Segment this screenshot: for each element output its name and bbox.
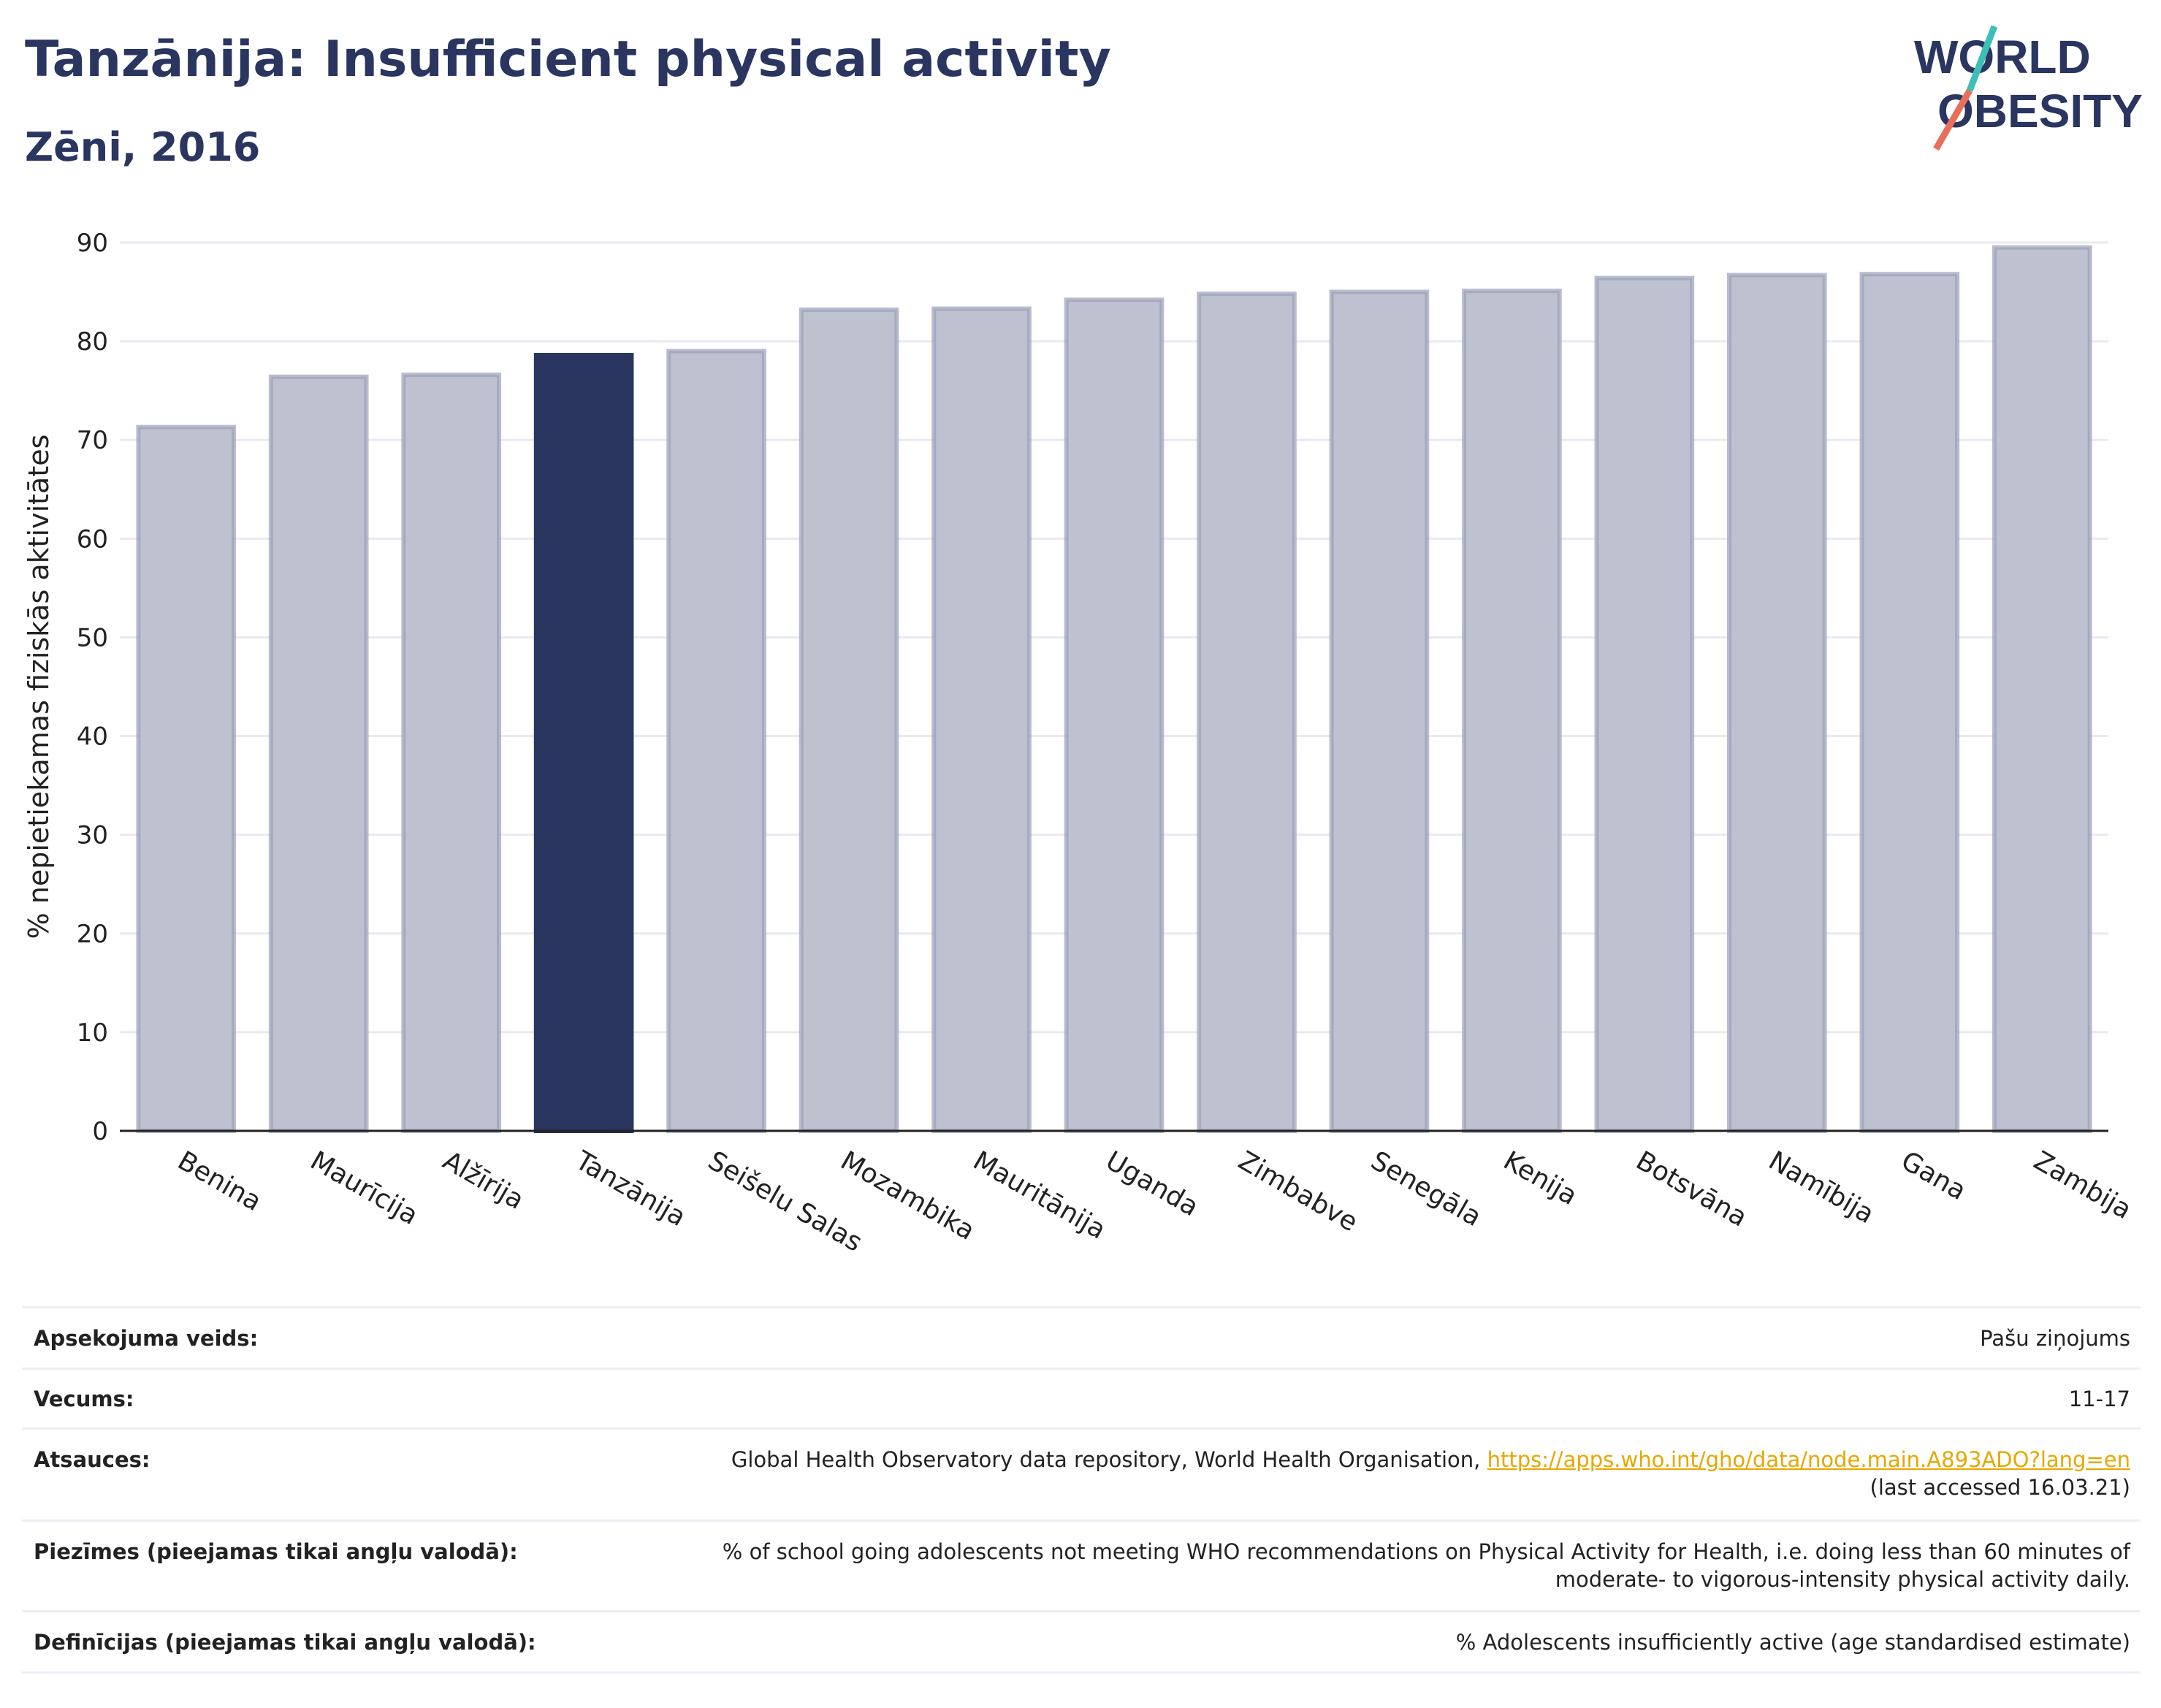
x-tick-label: Kenija [1498, 1145, 1582, 1211]
y-tick-label: 80 [77, 327, 108, 357]
y-tick-label: 20 [77, 920, 108, 949]
bar-Botsvāna [1594, 275, 1695, 1133]
world-obesity-logo: WORLD OBESITY [1914, 25, 2143, 151]
logo-line-1: WORLD [1914, 31, 2091, 83]
x-tick-label: Senegāla [1365, 1145, 1486, 1232]
bar-Senegāla [1329, 289, 1430, 1134]
x-tick-label: Mauritānija [968, 1145, 1110, 1245]
bar-Benina [136, 424, 237, 1133]
references-accessed: (last accessed 16.03.21) [1870, 1475, 2130, 1500]
bar-Namībija [1727, 272, 1827, 1133]
notes-label: Piezīmes (pieejamas tikai angļu valodā): [22, 1520, 633, 1612]
bar-Uganda [1064, 297, 1165, 1133]
bar-Zimbabve [1197, 291, 1297, 1133]
y-tick-label: 0 [92, 1117, 108, 1146]
y-tick-label: 90 [77, 229, 108, 258]
x-tick-label: Zimbabve [1233, 1145, 1362, 1238]
y-tick-label: 30 [77, 821, 108, 850]
y-tick-label: 70 [77, 426, 108, 455]
x-tick-label: Maurīcija [305, 1145, 423, 1231]
age-label: Vecums: [22, 1368, 633, 1429]
notes-value: % of school going adolescents not meetin… [633, 1520, 2141, 1612]
y-axis-label: % nepietiekamas fiziskās aktivitātes [23, 435, 55, 939]
bar-Maurīcija [268, 374, 369, 1134]
logo-slash-top [1966, 25, 1998, 92]
notes-line-1: % of school going adolescents not meetin… [722, 1539, 2130, 1564]
bar-Zambija [1992, 245, 2092, 1133]
survey-value: Pašu ziņojums [633, 1306, 2141, 1369]
y-tick-label: 10 [77, 1018, 108, 1048]
x-tick-label: Zambija [2029, 1145, 2137, 1225]
references-label: Atsauces: [22, 1427, 633, 1521]
y-tick-label: 60 [77, 525, 108, 554]
y-tick-label: 40 [77, 723, 108, 752]
references-link[interactable]: https://apps.who.int/gho/data/node.main.… [1487, 1447, 2130, 1472]
x-tick-label: Uganda [1101, 1145, 1204, 1222]
chart-title: Tanzānija: Insufficient physical activit… [25, 31, 1111, 88]
notes-line-2: moderate- to vigorous-intensity physical… [1555, 1567, 2130, 1592]
definitions-label: Definīcijas (pieejamas tikai angļu valod… [22, 1610, 633, 1674]
logo-slash-bottom [1933, 88, 1973, 151]
bar-Alžīrija [401, 373, 501, 1134]
chart-subtitle: Zēni, 2016 [25, 124, 261, 170]
y-axis-ticks: 0 10 20 30 40 50 60 70 80 90 [77, 229, 108, 1146]
info-row-notes: Piezīmes (pieejamas tikai angļu valodā):… [22, 1520, 2141, 1612]
bar-Seišelu Salas [666, 348, 766, 1134]
x-tick-label: Tanzānija [570, 1145, 691, 1232]
bar-chart: 0 10 20 30 40 50 60 70 80 90 Benina Maurīcija Alžīr… [23, 229, 2136, 1258]
bar-Tanzānija [533, 353, 634, 1134]
bar-Mozambika [799, 307, 899, 1133]
info-row-references: Atsauces: Global Health Observatory data… [22, 1427, 2141, 1521]
info-row-age: Vecums: 11-17 [22, 1368, 2141, 1429]
references-text: Global Health Observatory data repositor… [731, 1447, 1487, 1472]
x-tick-label: Botsvāna [1631, 1145, 1752, 1232]
info-row-definitions: Definīcijas (pieejamas tikai angļu valod… [22, 1610, 2141, 1674]
bars [136, 245, 2092, 1134]
x-axis-ticks: Benina Maurīcija Alžīrija Tanzānija Seišelu … [172, 1145, 2136, 1258]
definitions-value: % Adolescents insufficiently active (age… [633, 1610, 2141, 1674]
x-tick-label: Benina [172, 1145, 266, 1217]
x-tick-label: Alžīrija [438, 1145, 529, 1216]
info-row-survey: Apsekojuma veids: Pašu ziņojums [22, 1306, 2141, 1369]
x-tick-label: Gana [1896, 1145, 1971, 1206]
x-tick-label: Namībija [1764, 1145, 1879, 1229]
y-tick-label: 50 [77, 623, 108, 652]
survey-label: Apsekojuma veids: [22, 1306, 633, 1369]
references-value: Global Health Observatory data repositor… [633, 1427, 2141, 1521]
info-table: Apsekojuma veids: Pašu ziņojums Vecums: … [22, 1306, 2141, 1674]
age-value: 11-17 [633, 1368, 2141, 1429]
bar-Gana [1859, 272, 1960, 1133]
bar-Kenija [1462, 289, 1562, 1133]
bar-Mauritānija [931, 306, 1032, 1134]
